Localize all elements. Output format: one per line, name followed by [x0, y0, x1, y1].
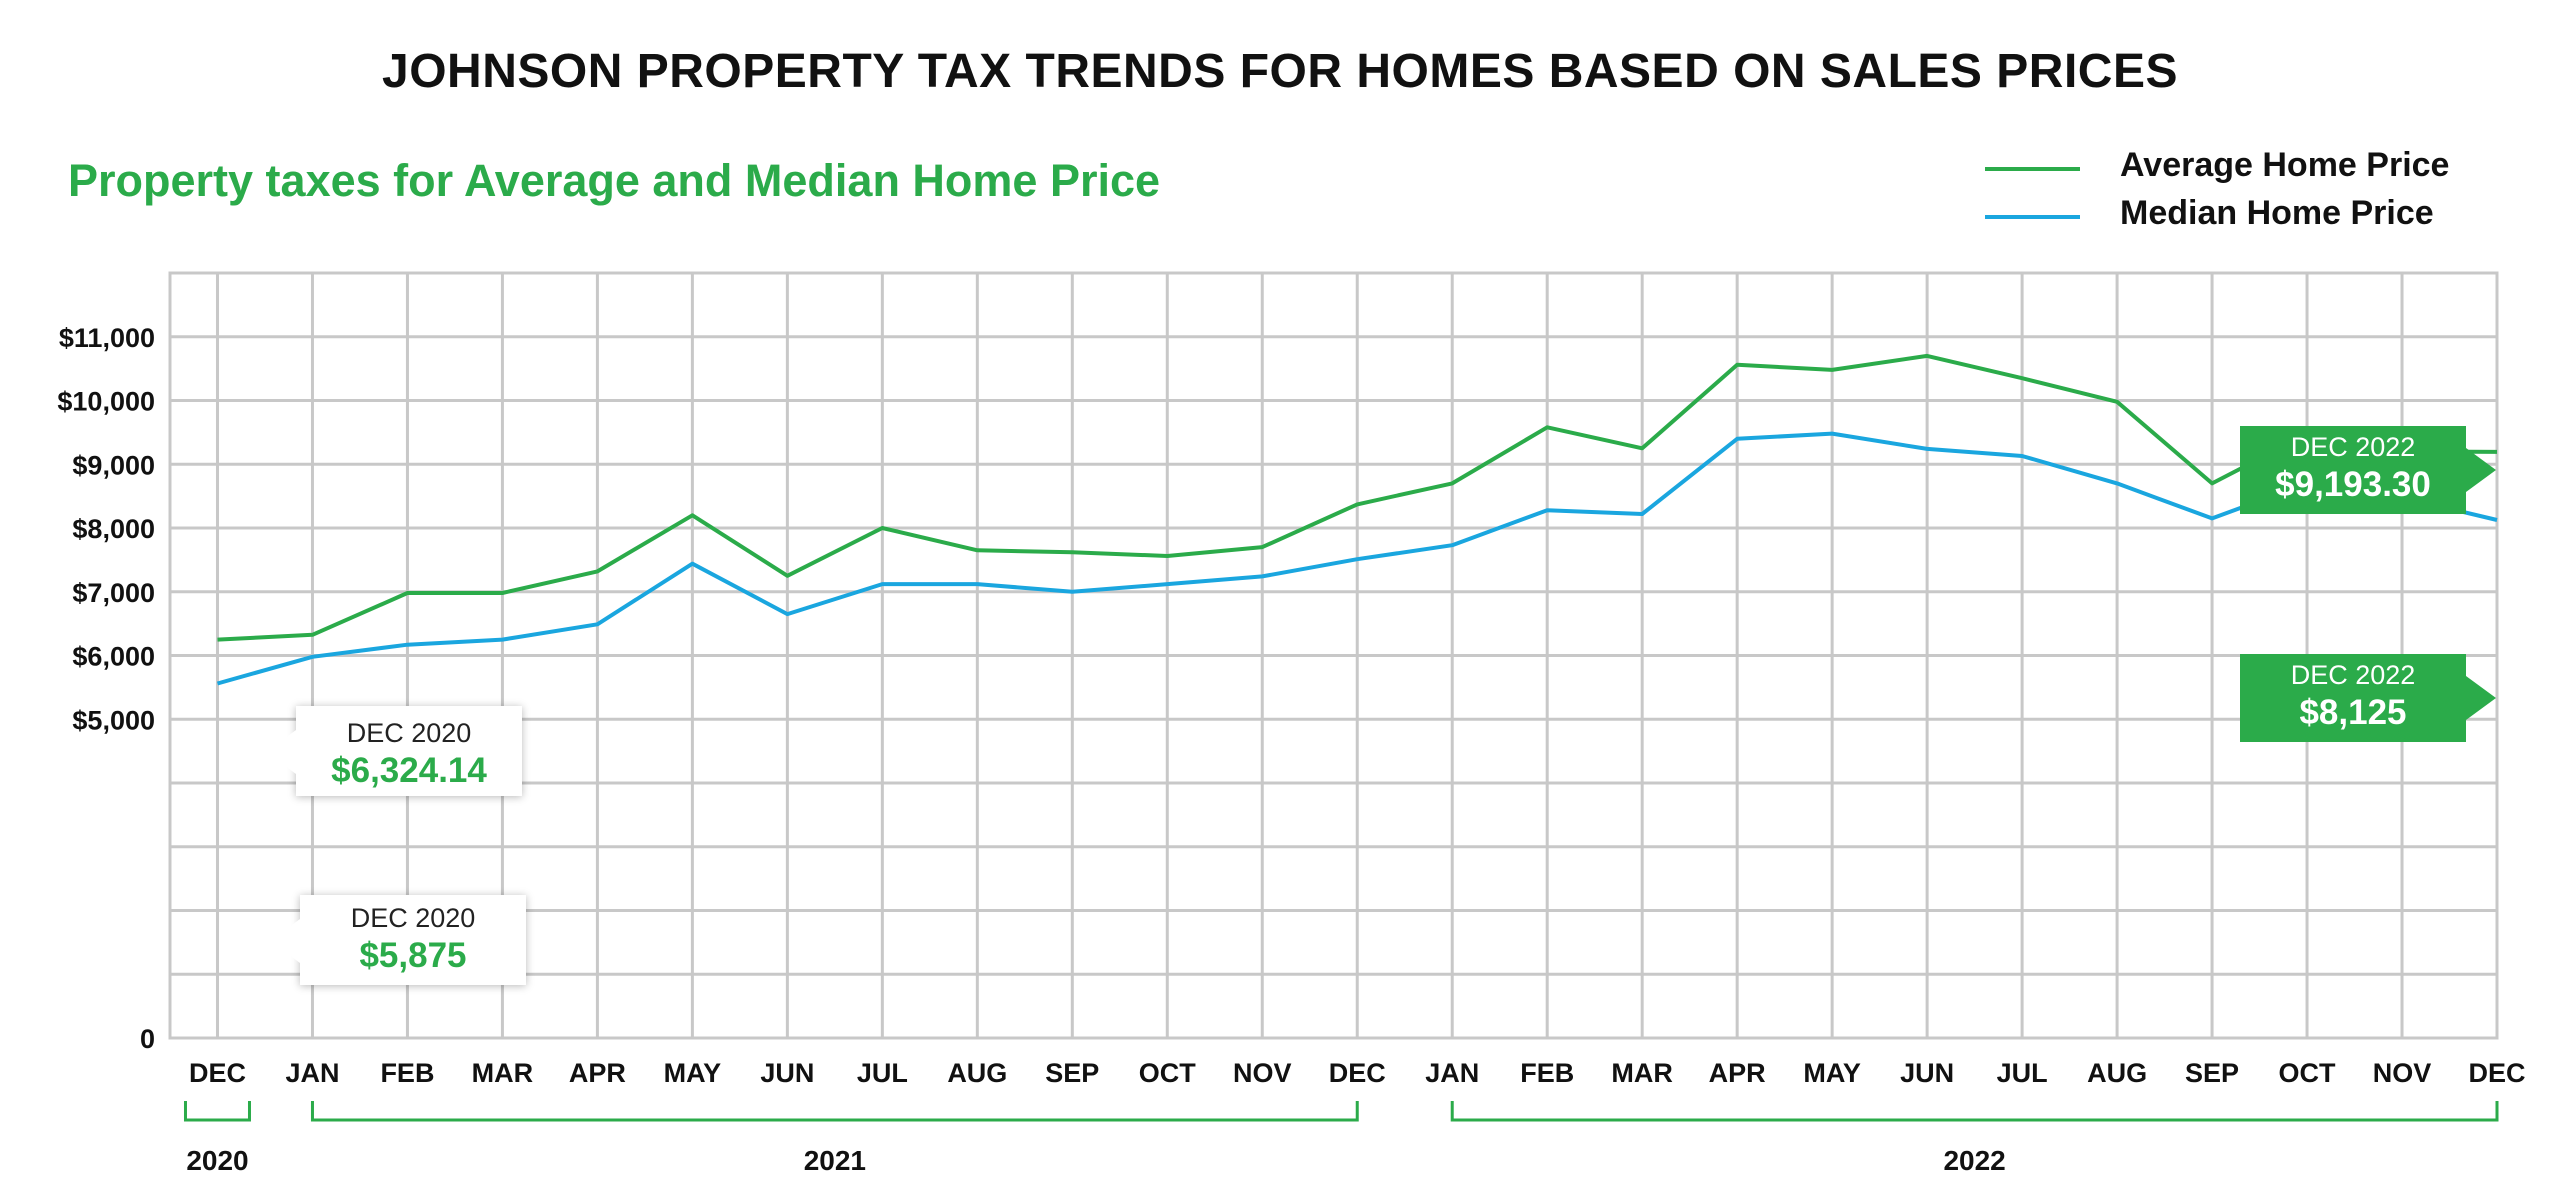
callout-value: $8,125 [2299, 693, 2407, 732]
x-tick-label: APR [569, 1058, 626, 1088]
callout-median-dec-2022: DEC 2022 $8,125 [2240, 654, 2496, 742]
x-tick-label: DEC [189, 1058, 246, 1088]
y-tick-label: 0 [140, 1024, 155, 1054]
legend-swatch-average [1985, 167, 2080, 171]
y-tick-label: $5,000 [72, 705, 155, 735]
x-tick-label: SEP [1045, 1058, 1099, 1088]
series-line-median [216, 431, 2498, 686]
x-tick-label: APR [1709, 1058, 1766, 1088]
y-tick-label: $7,000 [72, 578, 155, 608]
callout-average-dec-2022: DEC 2022 $9,193.30 [2240, 426, 2496, 514]
chart-subtitle: Property taxes for Average and Median Ho… [68, 155, 1161, 206]
x-tick-label: JAN [285, 1058, 339, 1088]
callout-pointer [2466, 676, 2496, 720]
chart-title: JOHNSON PROPERTY TAX TRENDS FOR HOMES BA… [382, 45, 2178, 98]
callout-date: DEC 2020 [346, 718, 472, 748]
x-tick-label: DEC [1329, 1058, 1386, 1088]
x-tick-label: JAN [1425, 1058, 1479, 1088]
x-tick-label: JUN [760, 1058, 814, 1088]
callout-pointer [270, 919, 300, 963]
x-tick-label: FEB [1520, 1058, 1574, 1088]
legend-label-median: Median Home Price [2120, 194, 2434, 232]
legend-label-average: Average Home Price [2120, 146, 2450, 184]
x-tick-label: MAY [1803, 1058, 1861, 1088]
x-tick-label: FEB [380, 1058, 434, 1088]
x-tick-label: JUL [857, 1058, 908, 1088]
year-label: 2022 [1943, 1145, 2005, 1176]
y-tick-label: $8,000 [72, 514, 155, 544]
x-tick-label: OCT [2279, 1058, 2337, 1088]
x-tick-label: NOV [1233, 1058, 1292, 1088]
y-tick-label: $10,000 [57, 387, 155, 417]
callout-date: DEC 2022 [2290, 660, 2416, 690]
x-tick-label: JUL [1997, 1058, 2048, 1088]
y-tick-label: $11,000 [59, 323, 155, 353]
callout-value: $9,193.30 [2275, 465, 2431, 504]
x-tick-label: MAR [472, 1058, 534, 1088]
year-label: 2021 [804, 1145, 866, 1176]
x-tick-label: AUG [947, 1058, 1007, 1088]
year-bracket [1450, 1101, 2499, 1122]
y-tick-label: $9,000 [72, 450, 155, 480]
callout-average-dec-2020: DEC 2020 $6,324.14 [266, 706, 522, 796]
callout-value: $5,875 [359, 936, 467, 975]
x-tick-label: OCT [1139, 1058, 1197, 1088]
callout-median-dec-2020: DEC 2020 $5,875 [270, 895, 526, 985]
x-tick-label: SEP [2185, 1058, 2239, 1088]
callout-date: DEC 2020 [350, 903, 476, 933]
year-label: 2020 [186, 1145, 248, 1176]
x-tick-label: MAY [664, 1058, 722, 1088]
x-tick-label: AUG [2087, 1058, 2147, 1088]
x-tick-label: MAR [1611, 1058, 1673, 1088]
legend-swatch-median [1985, 215, 2080, 219]
callout-pointer [2466, 448, 2496, 492]
x-tick-label: NOV [2373, 1058, 2432, 1088]
x-tick-label: JUN [1900, 1058, 1954, 1088]
series-line-average [217, 353, 2498, 642]
callout-value: $6,324.14 [331, 751, 487, 790]
callout-date: DEC 2022 [2290, 432, 2416, 462]
year-bracket [310, 1101, 1359, 1122]
year-bracket [183, 1101, 251, 1122]
x-tick-label: DEC [2468, 1058, 2525, 1088]
callout-pointer [266, 730, 296, 774]
y-tick-label: $6,000 [72, 642, 155, 672]
